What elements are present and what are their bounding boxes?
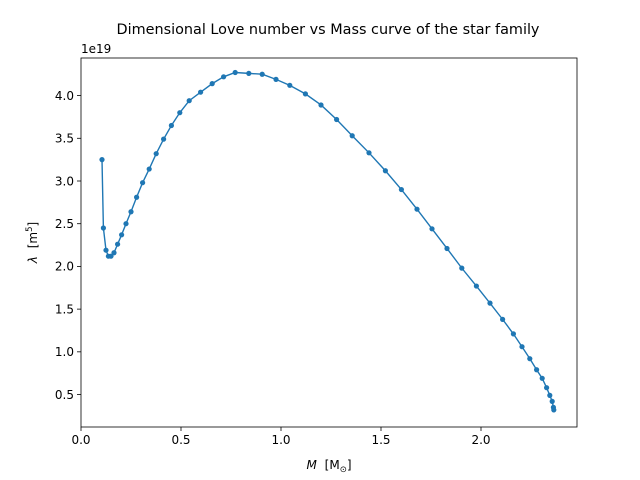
data-point bbox=[527, 356, 533, 362]
data-point bbox=[168, 122, 174, 129]
data-point bbox=[459, 265, 465, 271]
data-point bbox=[177, 110, 183, 116]
y-tick-label: 3.0 bbox=[55, 174, 74, 188]
x-axis-symbol: M bbox=[306, 458, 317, 472]
data-point bbox=[99, 157, 105, 163]
data-point bbox=[287, 82, 293, 88]
data-point bbox=[146, 166, 152, 172]
y-axis-unit-sup: 5 bbox=[25, 226, 35, 231]
data-point bbox=[551, 407, 557, 413]
data-point bbox=[128, 209, 134, 215]
data-point bbox=[115, 241, 121, 247]
data-point bbox=[198, 89, 204, 95]
x-tick-label: 0.5 bbox=[171, 433, 190, 447]
data-point bbox=[349, 133, 355, 139]
data-point bbox=[547, 392, 553, 398]
plot-area bbox=[80, 57, 578, 428]
plot-frame bbox=[80, 57, 578, 428]
data-point bbox=[429, 226, 435, 232]
x-axis-unit-close: ] bbox=[347, 458, 352, 472]
y-tick-label: 2.0 bbox=[55, 260, 74, 274]
data-point bbox=[534, 367, 540, 373]
data-point bbox=[246, 70, 252, 76]
data-point bbox=[123, 221, 129, 227]
plot-background bbox=[81, 58, 577, 427]
data-point bbox=[539, 375, 545, 381]
data-point bbox=[134, 194, 140, 200]
data-point bbox=[318, 102, 324, 108]
y-tick-label: 4.0 bbox=[55, 89, 74, 103]
data-point bbox=[186, 98, 192, 104]
data-point bbox=[398, 186, 404, 193]
data-point bbox=[111, 250, 117, 256]
y-axis-label: λ [m5] bbox=[25, 222, 40, 264]
y-tick-label: 3.5 bbox=[55, 132, 74, 146]
data-point bbox=[209, 81, 215, 87]
data-series bbox=[99, 69, 557, 413]
x-tick-label: 0.0 bbox=[71, 433, 90, 447]
x-axis-label: M [M⊙] bbox=[306, 458, 351, 475]
data-point bbox=[487, 300, 493, 306]
data-point bbox=[140, 180, 146, 186]
data-point bbox=[382, 168, 388, 174]
x-tick-label: 1.5 bbox=[371, 433, 390, 447]
data-point bbox=[334, 116, 340, 123]
y-axis-symbol: λ bbox=[26, 256, 40, 264]
data-point bbox=[273, 76, 279, 82]
data-point bbox=[473, 283, 479, 289]
y-tick-label: 1.5 bbox=[55, 302, 74, 316]
data-point bbox=[103, 247, 109, 253]
x-axis-unit-sub: ⊙ bbox=[340, 465, 347, 475]
data-point bbox=[221, 74, 227, 80]
y-axis-unit-close: ] bbox=[26, 222, 40, 227]
x-tick-label: 2.0 bbox=[471, 433, 490, 447]
y-tick-label: 2.5 bbox=[55, 217, 74, 231]
x-axis-ticks: 0.0 0.5 1.0 1.5 2.0 bbox=[71, 427, 491, 447]
data-point bbox=[108, 253, 114, 259]
data-point bbox=[366, 150, 372, 156]
y-axis-unit: [m bbox=[26, 232, 40, 248]
data-point bbox=[544, 385, 550, 391]
data-point bbox=[153, 151, 159, 157]
data-point bbox=[302, 91, 308, 97]
data-point bbox=[500, 316, 506, 322]
data-point bbox=[444, 245, 450, 252]
y-tick-label: 1.0 bbox=[55, 345, 74, 359]
data-point bbox=[161, 136, 167, 142]
chart-title: Dimensional Love number vs Mass curve of… bbox=[117, 22, 540, 38]
data-point bbox=[100, 225, 106, 231]
y-axis-ticks: 0.5 1.0 1.5 2.0 2.5 3.0 3.5 4.0 bbox=[55, 89, 81, 402]
y-tick-label: 0.5 bbox=[55, 388, 74, 402]
data-point bbox=[232, 69, 238, 76]
x-tick-label: 1.0 bbox=[271, 433, 290, 447]
data-point bbox=[119, 232, 125, 238]
data-point bbox=[519, 344, 525, 350]
data-point bbox=[414, 206, 420, 212]
data-point bbox=[510, 331, 516, 337]
data-point bbox=[259, 71, 265, 77]
x-axis-unit: [M bbox=[325, 458, 340, 472]
data-point bbox=[549, 398, 555, 404]
y-offset-label: 1e19 bbox=[81, 42, 111, 56]
